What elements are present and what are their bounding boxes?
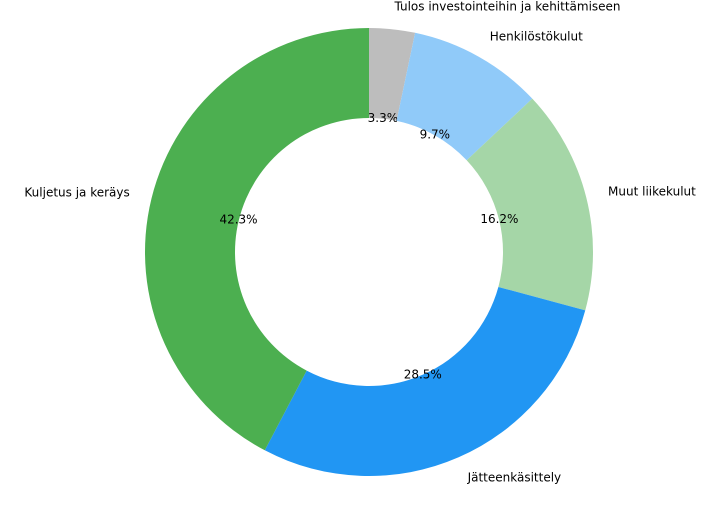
wedge — [466, 98, 594, 311]
category-label: Tulos investointeihin ja kehittämiseen — [393, 0, 620, 13]
category-label: Henkilöstökulut — [490, 30, 583, 44]
category-label: Kuljetus ja keräys — [24, 185, 129, 199]
value-label: 16.2% — [480, 212, 518, 226]
category-label: Jätteenkäsittely — [467, 470, 562, 484]
value-label: 28.5% — [404, 368, 442, 382]
wedge — [264, 286, 586, 477]
value-label: 9.7% — [420, 127, 451, 141]
value-label: 42.3% — [219, 212, 257, 226]
wedge — [369, 28, 416, 121]
wedge — [396, 32, 533, 161]
category-label: Muut liikekulut — [608, 185, 696, 199]
wedge — [144, 28, 369, 451]
value-label: 3.3% — [368, 111, 399, 125]
